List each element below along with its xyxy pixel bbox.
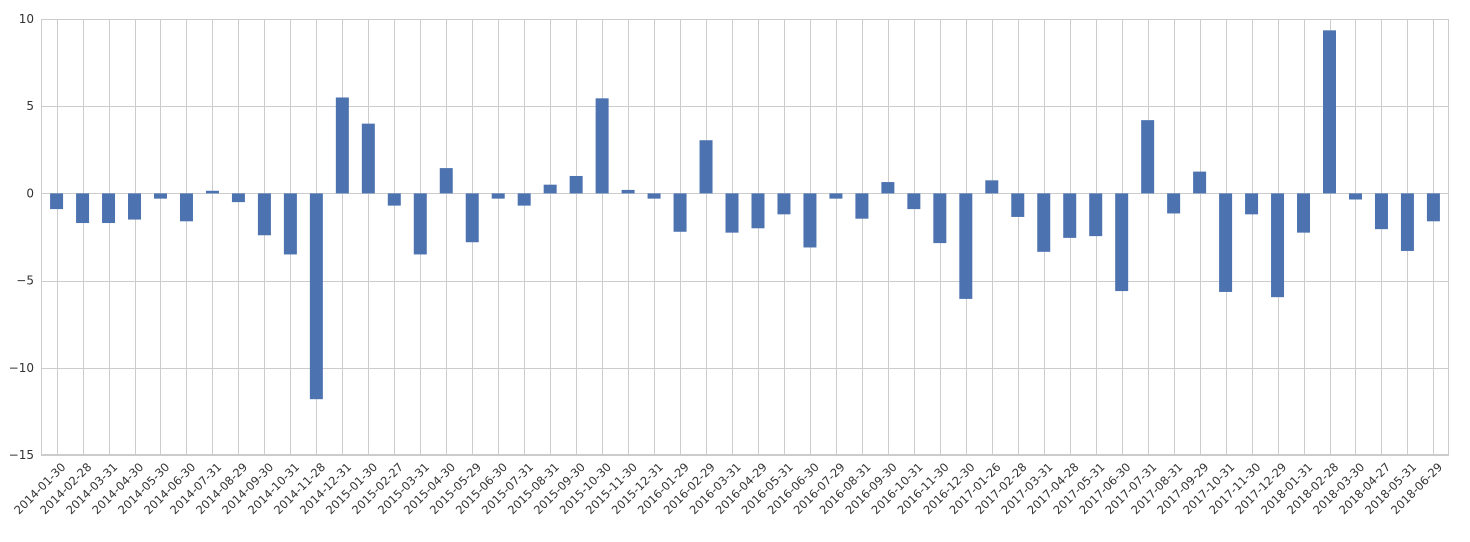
bar	[1426, 193, 1440, 222]
bar	[413, 193, 427, 255]
bar	[881, 182, 895, 194]
bar	[1063, 193, 1077, 238]
bar	[855, 193, 869, 219]
bar	[1167, 193, 1181, 214]
bar	[491, 193, 505, 199]
bar	[1089, 193, 1103, 237]
bar	[933, 193, 947, 244]
bar	[725, 193, 739, 233]
bar	[751, 193, 765, 229]
bar	[387, 193, 401, 206]
bar	[985, 180, 999, 194]
bar	[283, 193, 297, 255]
bar	[1115, 193, 1129, 292]
bar	[1141, 120, 1155, 194]
bar	[76, 193, 90, 224]
bar	[231, 193, 245, 203]
bar	[1011, 193, 1025, 217]
bar	[361, 123, 375, 194]
plot-background	[41, 19, 1449, 455]
bar	[1271, 193, 1285, 298]
y-tick-label: −10	[9, 361, 34, 375]
bar	[205, 190, 219, 194]
bar	[1323, 30, 1336, 194]
y-tick-label: −15	[9, 448, 34, 462]
bar	[465, 193, 479, 243]
bar	[179, 193, 193, 222]
bar	[154, 193, 167, 199]
bar	[959, 193, 973, 299]
bar	[1348, 193, 1362, 200]
plot-frame	[41, 19, 1449, 455]
y-tick-label: 0	[26, 186, 34, 200]
bar	[829, 193, 843, 199]
bar	[647, 193, 661, 199]
bar	[1193, 171, 1207, 194]
bar	[673, 193, 687, 232]
bar	[335, 97, 349, 194]
bar	[1374, 193, 1388, 230]
bar	[128, 193, 142, 220]
bar	[50, 193, 64, 210]
bar	[1219, 193, 1233, 292]
bar	[1400, 193, 1414, 251]
bar	[595, 98, 609, 194]
bar	[1297, 193, 1311, 233]
y-tick-label: −5	[16, 274, 34, 288]
y-tick-label: 5	[26, 99, 34, 113]
bar	[517, 193, 531, 206]
bar	[102, 193, 116, 224]
bar	[777, 193, 791, 215]
bar	[1245, 193, 1259, 215]
bar	[803, 193, 817, 248]
bar	[569, 175, 583, 194]
bar	[309, 193, 323, 400]
bar	[621, 189, 635, 194]
bar	[439, 168, 453, 194]
bar	[257, 193, 271, 236]
bar	[543, 184, 557, 194]
bar	[907, 193, 921, 210]
bar	[699, 140, 713, 194]
y-tick-label: 10	[19, 12, 34, 26]
bar	[1037, 193, 1051, 252]
